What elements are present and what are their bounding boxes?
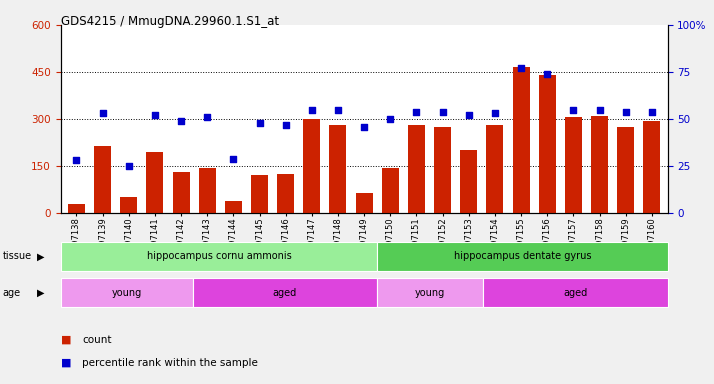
Point — [97, 110, 109, 116]
Bar — [643, 121, 660, 213]
Point — [437, 108, 448, 114]
Point — [123, 163, 134, 169]
Bar — [486, 125, 503, 213]
Bar — [382, 168, 399, 213]
Bar — [225, 200, 242, 213]
Point — [332, 107, 343, 113]
Text: hippocampus dentate gyrus: hippocampus dentate gyrus — [453, 251, 591, 262]
Bar — [329, 125, 346, 213]
Text: aged: aged — [563, 288, 588, 298]
Bar — [377, 278, 483, 307]
Point — [201, 114, 213, 120]
Bar — [617, 127, 634, 213]
Bar — [61, 278, 193, 307]
Bar — [408, 125, 425, 213]
Bar — [61, 242, 377, 271]
Text: age: age — [3, 288, 21, 298]
Text: aged: aged — [273, 288, 297, 298]
Point — [306, 107, 318, 113]
Text: count: count — [82, 335, 111, 345]
Point — [253, 120, 265, 126]
Point — [71, 157, 82, 164]
Point — [646, 108, 658, 114]
Text: hippocampus cornu ammonis: hippocampus cornu ammonis — [146, 251, 291, 262]
Bar — [483, 278, 668, 307]
Point — [541, 71, 553, 77]
Text: GDS4215 / MmugDNA.29960.1.S1_at: GDS4215 / MmugDNA.29960.1.S1_at — [61, 15, 278, 28]
Bar — [251, 175, 268, 213]
Text: ■: ■ — [61, 335, 71, 345]
Text: ▶: ▶ — [37, 251, 45, 262]
Point — [463, 112, 475, 118]
Bar — [277, 174, 294, 213]
Bar — [303, 119, 321, 213]
Bar — [193, 278, 377, 307]
Bar — [591, 116, 608, 213]
Bar — [120, 197, 137, 213]
Bar — [356, 193, 373, 213]
Point — [358, 124, 370, 130]
Point — [385, 116, 396, 122]
Bar — [377, 242, 668, 271]
Point — [176, 118, 187, 124]
Point — [149, 112, 161, 118]
Bar — [173, 172, 189, 213]
Bar — [94, 146, 111, 213]
Point — [516, 65, 527, 71]
Text: ▶: ▶ — [37, 288, 45, 298]
Point — [620, 108, 631, 114]
Text: percentile rank within the sample: percentile rank within the sample — [82, 358, 258, 368]
Bar — [513, 67, 530, 213]
Text: tissue: tissue — [3, 251, 32, 262]
Bar — [539, 75, 555, 213]
Bar — [565, 118, 582, 213]
Bar — [68, 204, 85, 213]
Bar — [198, 168, 216, 213]
Bar — [434, 127, 451, 213]
Text: ■: ■ — [61, 358, 71, 368]
Bar — [146, 152, 164, 213]
Bar — [461, 151, 477, 213]
Point — [280, 122, 291, 128]
Text: young: young — [111, 288, 142, 298]
Point — [489, 110, 501, 116]
Point — [568, 107, 579, 113]
Text: young: young — [415, 288, 446, 298]
Point — [594, 107, 605, 113]
Point — [228, 156, 239, 162]
Point — [411, 108, 422, 114]
